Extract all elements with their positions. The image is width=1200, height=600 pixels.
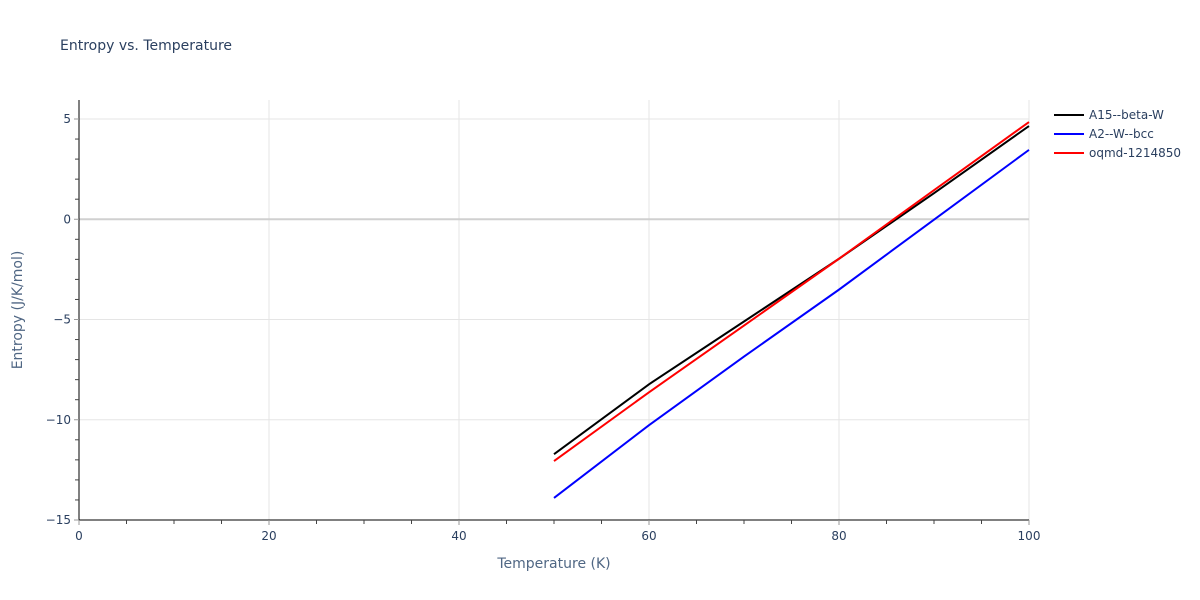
x-tick-label: 80 [831, 529, 846, 543]
legend-label: A2--W--bcc [1089, 127, 1154, 141]
legend-label: oqmd-1214850 [1089, 146, 1181, 160]
y-tick-label: −15 [46, 513, 71, 527]
axes: 0 20 40 60 80 100 −15 −10 −5 0 5 [46, 100, 1041, 543]
gridlines [79, 100, 1030, 520]
y-tick-label: −10 [46, 413, 71, 427]
legend-item[interactable]: A15--beta-W [1054, 108, 1164, 122]
legend-item[interactable]: A2--W--bcc [1054, 127, 1154, 141]
legend[interactable]: A15--beta-W A2--W--bcc oqmd-1214850 [1054, 108, 1181, 160]
plot-area[interactable] [553, 121, 1030, 499]
series-line-a2-w-bcc[interactable] [553, 149, 1030, 499]
x-tick-label: 20 [261, 529, 276, 543]
y-tick-label: −5 [53, 313, 71, 327]
y-axis-title: Entropy (J/K/mol) [10, 251, 26, 370]
series-line-oqmd-1214850[interactable] [553, 121, 1030, 462]
x-tick-label: 40 [451, 529, 466, 543]
y-tick-label: 0 [63, 212, 71, 226]
x-tick-label: 0 [75, 529, 83, 543]
x-tick-label: 60 [641, 529, 656, 543]
legend-label: A15--beta-W [1089, 108, 1164, 122]
x-tick-label: 100 [1018, 529, 1041, 543]
series-line-a15-beta-w[interactable] [553, 125, 1030, 456]
y-tick-label: 5 [63, 112, 71, 126]
x-axis-title: Temperature (K) [496, 556, 610, 572]
chart-title: Entropy vs. Temperature [60, 38, 232, 54]
legend-item[interactable]: oqmd-1214850 [1054, 146, 1181, 160]
